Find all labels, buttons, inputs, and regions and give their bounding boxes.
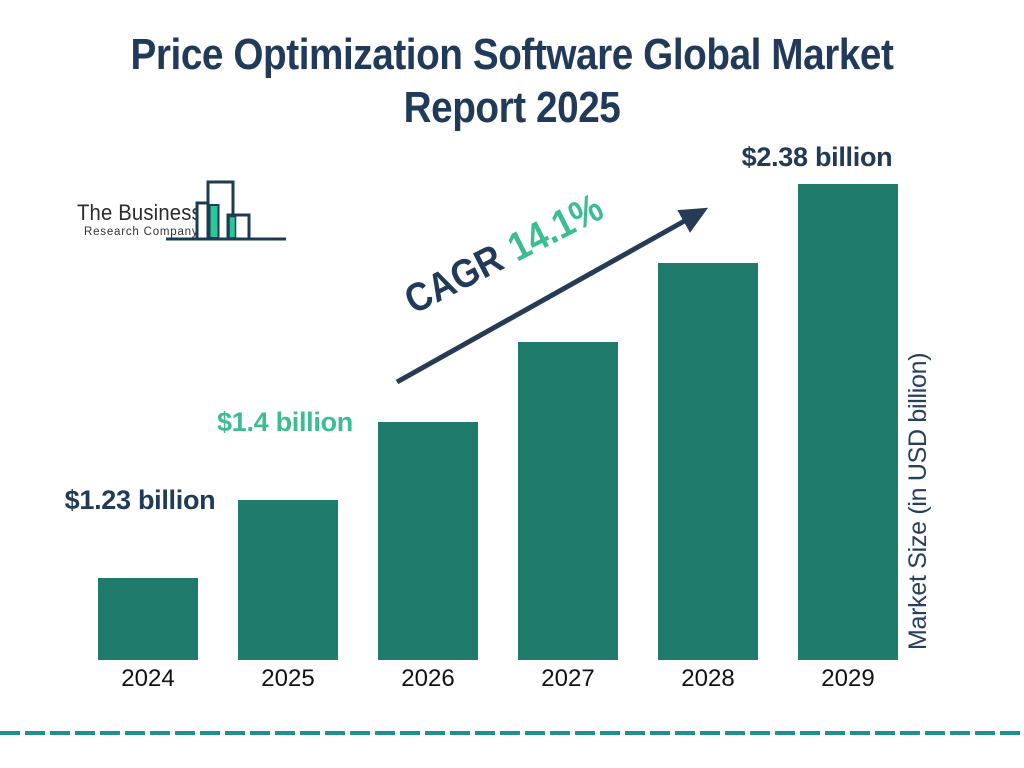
y-axis-label: Market Size (in USD billion): [904, 352, 932, 650]
logo-text-secondary: Research Company: [84, 226, 199, 238]
x-tick-2028: 2028: [681, 665, 735, 692]
value-label-2025: $1.4 billion: [217, 407, 353, 437]
bottom-dashed-divider: [0, 731, 1024, 735]
x-tick-2026: 2026: [401, 665, 455, 692]
x-tick-2024: 2024: [121, 665, 175, 692]
cagr-annotation: CAGR14.1%: [398, 185, 611, 323]
x-tick-2027: 2027: [541, 665, 595, 692]
page-title-line2: Report 2025: [403, 83, 621, 132]
logo-text-primary: The Business: [77, 200, 202, 225]
x-tick-2029: 2029: [821, 665, 875, 692]
value-label-2024: $1.23 billion: [64, 485, 216, 515]
value-label-2029: $2.38 billion: [741, 142, 893, 172]
page-title: Price Optimization Software Global Marke…: [61, 28, 962, 134]
cagr-label: CAGR: [397, 236, 511, 323]
page-title-line1: Price Optimization Software Global Marke…: [130, 30, 894, 79]
bar-2026: [378, 422, 478, 660]
bar-2024: [98, 578, 198, 660]
bar-2028: [658, 263, 758, 660]
bar-2025: [238, 500, 338, 660]
bar-chart-logo-icon: [166, 180, 286, 241]
x-tick-2025: 2025: [261, 665, 315, 692]
bar-2029: [798, 184, 898, 660]
cagr-value: 14.1%: [501, 185, 611, 271]
bar-2027: [518, 342, 618, 660]
